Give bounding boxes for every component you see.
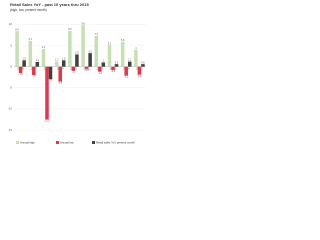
bar xyxy=(75,54,79,67)
value-label: -0.8 xyxy=(111,70,116,73)
value-label: 8.4 xyxy=(15,28,19,31)
legend-swatch xyxy=(56,141,59,144)
value-label: 2.9 xyxy=(75,52,79,55)
y-tick-label: 0 xyxy=(10,64,12,68)
value-label: 6.1 xyxy=(29,38,33,41)
y-tick-label: 5 xyxy=(10,43,12,47)
bar xyxy=(114,64,119,67)
y-tick-label: 10 xyxy=(9,22,13,26)
bar xyxy=(32,66,36,76)
bar xyxy=(58,66,62,82)
value-label: 1.1 xyxy=(36,59,40,62)
bar xyxy=(54,61,59,67)
bar xyxy=(111,66,115,71)
bar xyxy=(71,66,76,71)
bar xyxy=(22,60,26,67)
value-label: 5.1 xyxy=(108,42,112,45)
bar xyxy=(127,61,132,67)
value-label: -1.5 xyxy=(19,73,24,76)
value-label: -1.2 xyxy=(98,72,103,75)
value-label: -3.5 xyxy=(58,82,63,85)
value-label: 1.5 xyxy=(62,57,66,60)
bar xyxy=(41,48,46,67)
bar xyxy=(88,53,92,67)
value-label: 0.6 xyxy=(115,61,119,64)
bar xyxy=(124,66,128,76)
legend-swatch xyxy=(92,141,95,144)
value-label: 1.2 xyxy=(55,59,59,62)
bar xyxy=(68,30,72,67)
bar xyxy=(134,49,138,67)
value-label: 1.2 xyxy=(128,59,132,62)
bar xyxy=(141,64,145,67)
bar xyxy=(101,62,106,67)
chart-subtitle: (high, low, present month) xyxy=(10,8,47,12)
value-label: 9.8 xyxy=(81,22,85,25)
bar xyxy=(28,40,33,67)
bar xyxy=(45,66,49,120)
bar xyxy=(35,62,40,67)
legend-label: Annual high xyxy=(20,140,35,144)
value-label: -2 xyxy=(33,75,36,78)
value-label: -0.5 xyxy=(85,69,90,72)
bar xyxy=(84,66,89,69)
bar xyxy=(94,35,99,67)
legend-label: Annual low xyxy=(60,140,75,144)
bar xyxy=(107,45,112,67)
bar xyxy=(98,66,102,72)
bar xyxy=(120,41,125,67)
legend-swatch xyxy=(16,141,19,144)
value-label: -3 xyxy=(49,79,52,82)
value-label: -1 xyxy=(72,71,75,74)
bar xyxy=(48,66,53,80)
value-label: 4 xyxy=(135,47,137,50)
chart-title: Retail Sales YoY - past 10 years thru 20… xyxy=(10,2,89,7)
y-tick-label: -5 xyxy=(9,86,12,90)
bar xyxy=(61,60,66,67)
value-label: 7.3 xyxy=(95,33,99,36)
legend-label: Retail sales YoY present month xyxy=(96,140,135,144)
bar xyxy=(137,66,142,75)
value-label: 4.2 xyxy=(42,46,46,49)
bar xyxy=(15,31,19,67)
chart: Retail Sales YoY - past 10 years thru 20… xyxy=(0,0,150,150)
value-label: -2.1 xyxy=(124,76,129,79)
value-label: 8.5 xyxy=(68,28,72,31)
y-tick-label: -15 xyxy=(8,128,13,132)
value-label: -12.5 xyxy=(44,120,50,123)
bar xyxy=(81,25,85,67)
value-label: 1.5 xyxy=(22,57,26,60)
value-label: 3.2 xyxy=(88,50,92,53)
value-label: -1.9 xyxy=(137,75,142,78)
y-tick-label: -10 xyxy=(8,107,13,111)
value-label: 0.6 xyxy=(141,61,145,64)
value-label: 5.9 xyxy=(121,39,125,42)
bar xyxy=(18,66,23,73)
value-label: 1 xyxy=(103,60,105,63)
